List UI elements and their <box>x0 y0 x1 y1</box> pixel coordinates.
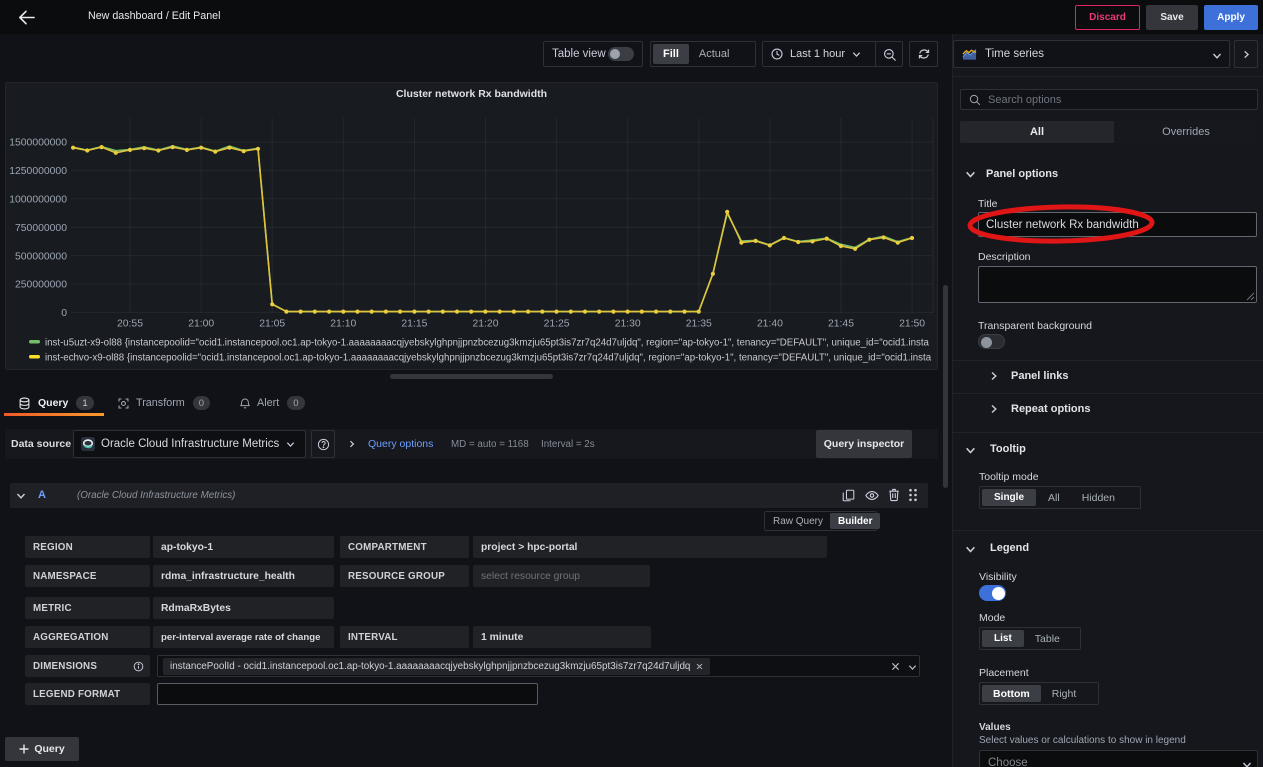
svg-text:750000000: 750000000 <box>15 223 67 234</box>
svg-text:21:40: 21:40 <box>757 319 783 330</box>
svg-text:1000000000: 1000000000 <box>9 195 67 206</box>
svg-text:inst-echvo-x9-ol88 {instancepo: inst-echvo-x9-ol88 {instancepoolid="ocid… <box>45 352 932 363</box>
svg-text:21:30: 21:30 <box>615 319 641 330</box>
svg-text:0: 0 <box>61 308 67 319</box>
svg-text:21:00: 21:00 <box>188 319 214 330</box>
svg-text:1500000000: 1500000000 <box>9 138 67 149</box>
svg-text:21:15: 21:15 <box>401 319 427 330</box>
svg-text:21:05: 21:05 <box>259 319 285 330</box>
svg-text:21:10: 21:10 <box>330 319 356 330</box>
svg-text:21:20: 21:20 <box>472 319 498 330</box>
svg-text:21:25: 21:25 <box>544 319 570 330</box>
svg-text:21:50: 21:50 <box>899 319 925 330</box>
svg-text:inst-u5uzt-x9-ol88 {instancepo: inst-u5uzt-x9-ol88 {instancepoolid="ocid… <box>45 337 930 348</box>
svg-text:250000000: 250000000 <box>15 280 67 291</box>
svg-text:21:45: 21:45 <box>828 319 854 330</box>
svg-text:500000000: 500000000 <box>15 251 67 262</box>
svg-text:21:35: 21:35 <box>686 319 712 330</box>
svg-text:20:55: 20:55 <box>117 319 143 330</box>
svg-text:1250000000: 1250000000 <box>9 166 67 177</box>
